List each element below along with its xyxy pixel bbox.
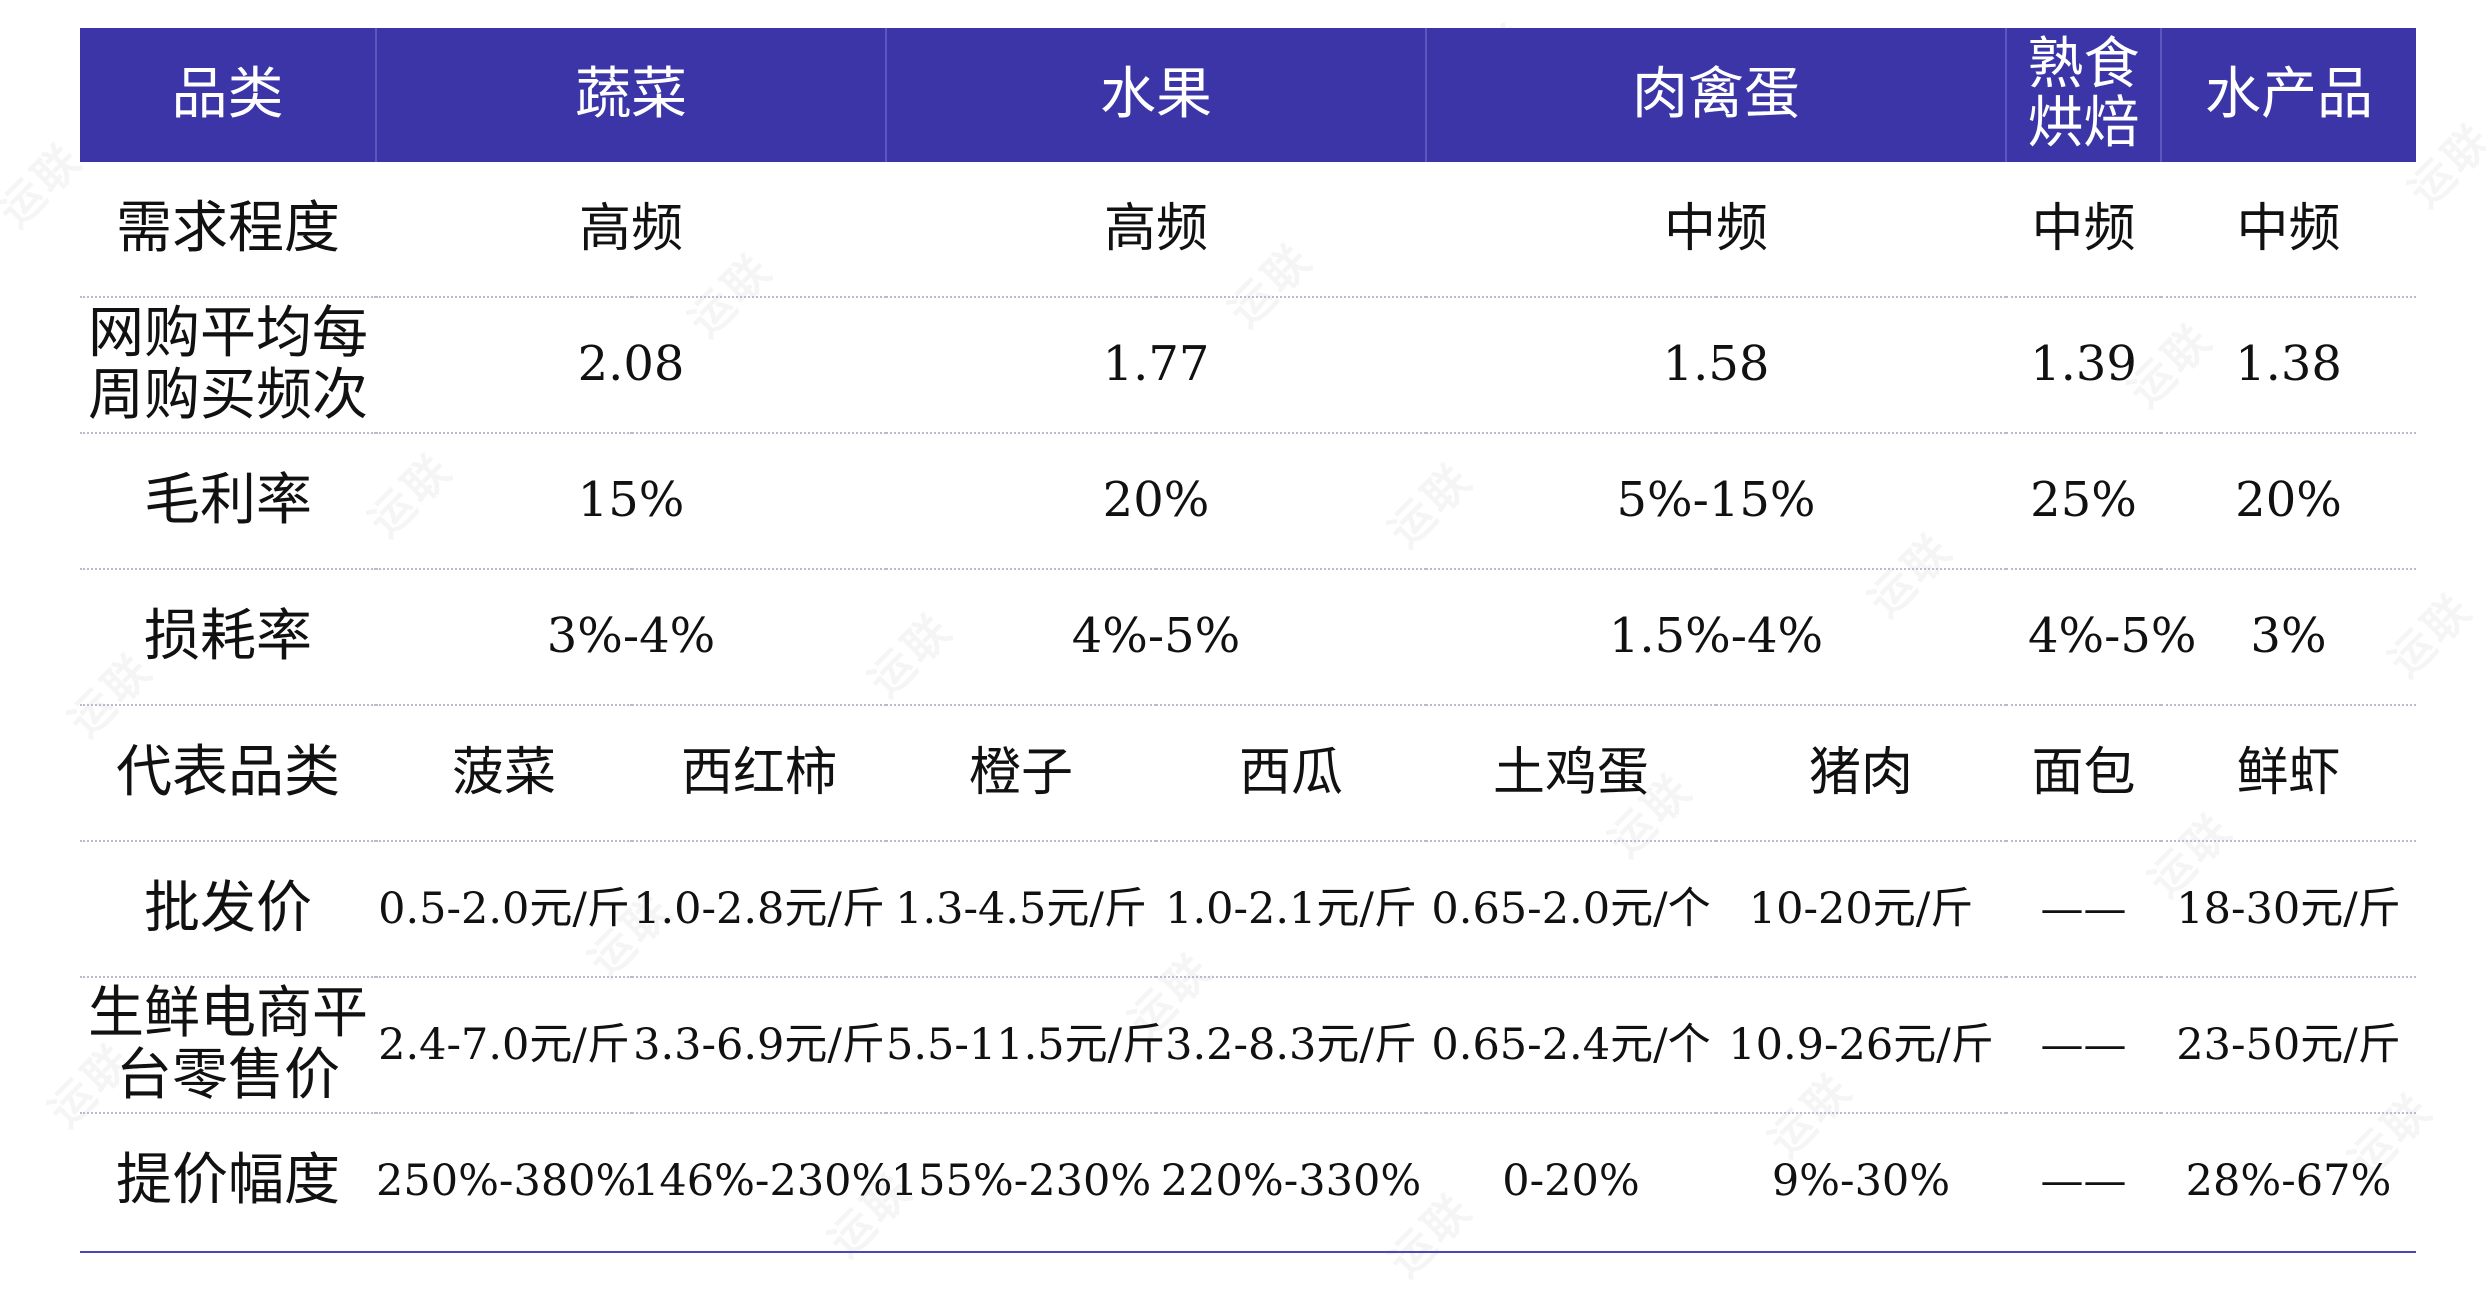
markup-value: ——: [2040, 1155, 2127, 1206]
demand-vegetables: 高频: [376, 162, 886, 298]
markup-value: 146%-230%: [632, 1155, 893, 1206]
header-vegetables: 蔬菜: [376, 28, 887, 162]
wholesale-price: 1.0-2.8元/斤: [632, 841, 886, 978]
demand-aquatic: 中频: [2161, 162, 2416, 298]
loss-vegetables: 3%-4%: [376, 569, 886, 706]
representative-item: 土鸡蛋: [1426, 705, 1716, 842]
retail-price: 3.3-6.9元/斤: [632, 977, 886, 1114]
wholesale-price: 1.0-2.1元/斤: [1156, 841, 1426, 978]
representative-item: 菠菜: [376, 705, 632, 842]
margin-deli-bakery: 25%: [2006, 433, 2161, 570]
retail-price: 5.5-11.5元/斤: [886, 977, 1165, 1114]
wholesale-price: 10-20元/斤: [1716, 841, 2006, 978]
margin-vegetables: 15%: [376, 433, 886, 570]
frequency-fruit: 1.77: [886, 297, 1426, 434]
row-label: 毛利率: [80, 433, 376, 570]
markup-value: 9%-30%: [1771, 1155, 1951, 1206]
markup-value: 220%-330%: [1160, 1155, 1422, 1206]
representative-item: 橙子: [886, 705, 1156, 842]
retail-price: ——: [2006, 977, 2161, 1114]
header-fruit: 水果: [886, 28, 1427, 162]
retail-price: 23-50元/斤: [2161, 977, 2416, 1114]
markup-value: 155%-230%: [890, 1155, 1152, 1206]
representative-item: 面包: [2006, 705, 2161, 842]
row-label: 损耗率: [80, 569, 376, 706]
frequency-deli-bakery: 1.39: [2006, 297, 2161, 434]
retail-price: 2.4-7.0元/斤: [376, 977, 632, 1114]
fresh-produce-comparison-table: 品类 蔬菜 水果 肉禽蛋 熟食烘焙 水产品 需求程度 高频 高频 中频 中频 中…: [80, 28, 2416, 1248]
wholesale-price: 0.65-2.0元/个: [1426, 841, 1716, 978]
markup-value: 0-20%: [1502, 1155, 1640, 1206]
demand-meat-poultry-eggs: 中频: [1426, 162, 2006, 298]
header-deli-bakery: 熟食烘焙: [2006, 28, 2162, 162]
row-demand: 需求程度 高频 高频 中频 中频 中频: [80, 162, 2416, 298]
row-markup: 提价幅度 250%-380% 146%-230% 155%-230% 220%-…: [80, 1113, 2416, 1248]
margin-aquatic: 20%: [2161, 433, 2416, 570]
representative-item: 西瓜: [1156, 705, 1426, 842]
wholesale-price: 18-30元/斤: [2161, 841, 2416, 978]
row-label: 网购平均每周购买频次: [80, 297, 376, 434]
row-wholesale-price: 批发价 0.5-2.0元/斤 1.0-2.8元/斤 1.3-4.5元/斤 1.0…: [80, 841, 2416, 978]
row-gross-margin: 毛利率 15% 20% 5%-15% 25% 20%: [80, 433, 2416, 570]
wholesale-price: 0.5-2.0元/斤: [376, 841, 632, 978]
loss-deli-bakery: 4%-5%: [2006, 569, 2197, 706]
frequency-aquatic: 1.38: [2161, 297, 2416, 434]
row-weekly-frequency: 网购平均每周购买频次 2.08 1.77 1.58 1.39 1.38: [80, 297, 2416, 434]
margin-fruit: 20%: [886, 433, 1426, 570]
margin-meat-poultry-eggs: 5%-15%: [1426, 433, 2006, 570]
markup-value: 28%-67%: [2185, 1155, 2392, 1206]
row-retail-price: 生鲜电商平台零售价 2.4-7.0元/斤 3.3-6.9元/斤 5.5-11.5…: [80, 977, 2416, 1114]
loss-fruit: 4%-5%: [886, 569, 1426, 706]
frequency-meat-poultry-eggs: 1.58: [1426, 297, 2006, 434]
row-representative: 代表品类 菠菜 西红柿 橙子 西瓜 土鸡蛋 猪肉 面包 鲜虾: [80, 705, 2416, 842]
row-loss-rate: 损耗率 3%-4% 4%-5% 1.5%-4% 4%-5% 3%: [80, 569, 2416, 706]
demand-deli-bakery: 中频: [2006, 162, 2161, 298]
header-aquatic: 水产品: [2161, 28, 2416, 162]
header-meat-poultry-eggs: 肉禽蛋: [1426, 28, 2007, 162]
demand-fruit: 高频: [886, 162, 1426, 298]
retail-price: 10.9-26元/斤: [1716, 977, 2006, 1114]
loss-meat-poultry-eggs: 1.5%-4%: [1426, 569, 2006, 706]
representative-item: 西红柿: [632, 705, 886, 842]
row-label: 代表品类: [80, 705, 376, 842]
header-category: 品类: [80, 28, 377, 162]
retail-price: 0.65-2.4元/个: [1426, 977, 1716, 1114]
row-label: 需求程度: [80, 162, 376, 298]
loss-aquatic: 3%: [2161, 569, 2416, 706]
representative-item: 鲜虾: [2161, 705, 2416, 842]
header-row: 品类 蔬菜 水果 肉禽蛋 熟食烘焙 水产品: [80, 28, 2416, 162]
bottom-rule: [80, 1251, 2416, 1253]
markup-value: 250%-380%: [376, 1155, 637, 1206]
wholesale-price: ——: [2006, 841, 2161, 978]
row-label: 提价幅度: [116, 1148, 340, 1214]
representative-item: 猪肉: [1716, 705, 2006, 842]
row-label: 生鲜电商平台零售价: [80, 977, 376, 1114]
frequency-vegetables: 2.08: [376, 297, 886, 434]
row-label: 批发价: [80, 841, 376, 978]
retail-price: 3.2-8.3元/斤: [1156, 977, 1426, 1114]
wholesale-price: 1.3-4.5元/斤: [886, 841, 1156, 978]
